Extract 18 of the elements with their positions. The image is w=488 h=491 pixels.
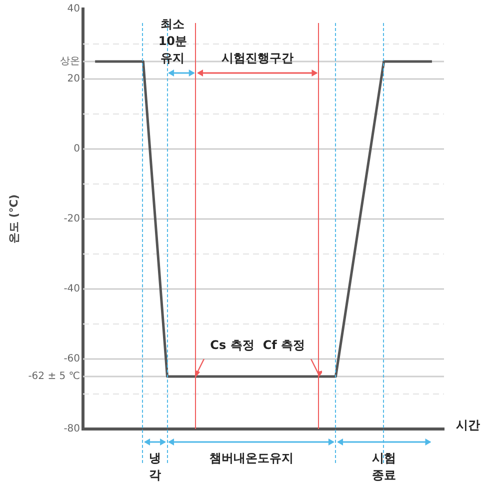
y-tick-label: -20: [64, 214, 80, 225]
annotation: Cs 측정: [210, 336, 254, 354]
y-tick-label: -62 ± 5 ℃: [28, 371, 80, 382]
text: 챔버내온도유지: [208, 450, 294, 467]
y-tick-label: 상온: [60, 56, 80, 68]
text: 냉각: [148, 450, 162, 484]
x-axis-title: 시간: [456, 418, 480, 432]
annotation: 최소 10분 유지: [157, 16, 188, 67]
y-tick-label: -60: [64, 354, 80, 365]
y-tick-label: 20: [67, 74, 80, 85]
annotation: Cf 측정: [262, 336, 306, 354]
y-tick-label: 0: [74, 144, 80, 155]
y-tick-label: -80: [64, 424, 80, 435]
y-tick-label: -40: [64, 284, 80, 295]
y-axis-title: 온도 (℃): [7, 194, 20, 244]
text: 시험 종료: [370, 450, 397, 484]
y-tick-label: 40: [67, 4, 80, 15]
annotation: 시험진행구간: [222, 51, 294, 65]
